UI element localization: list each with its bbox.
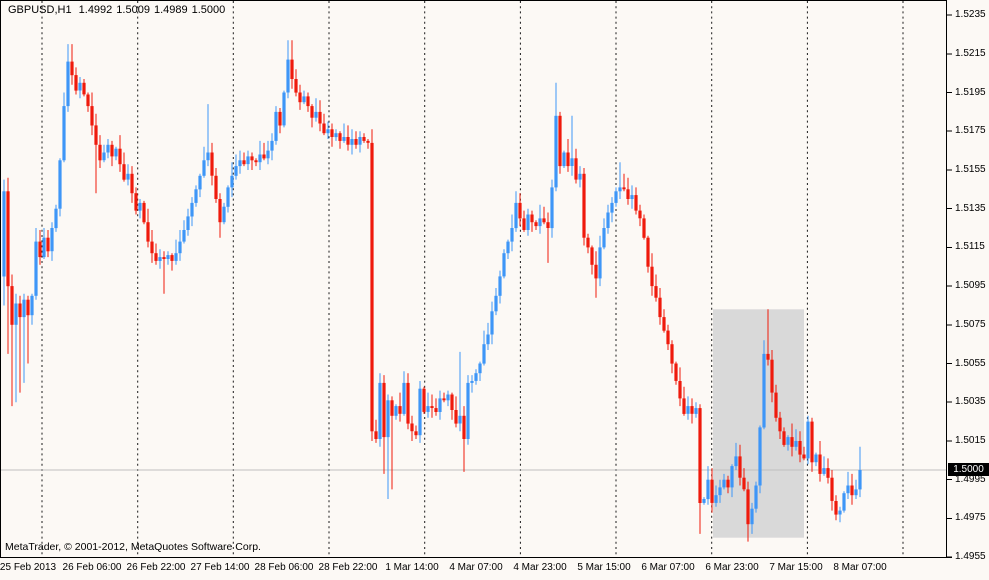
price-label: 1.5035 <box>955 396 986 408</box>
price-label: 1.5015 <box>955 434 986 446</box>
time-label: 4 Mar 23:00 <box>513 562 567 573</box>
time-label: 26 Feb 22:00 <box>126 562 186 573</box>
chart-title: GBPUSD,H1 1.4992 1.5009 1.4989 1.5000 <box>8 4 229 16</box>
time-label: 27 Feb 14:00 <box>190 562 250 573</box>
selection-rectangle[interactable] <box>713 309 804 538</box>
time-label: 7 Mar 15:00 <box>769 562 823 573</box>
price-label: 1.5135 <box>955 202 986 214</box>
time-label: 5 Mar 15:00 <box>577 562 631 573</box>
price-label: 1.5235 <box>955 9 986 21</box>
time-label: 1 Mar 14:00 <box>385 562 439 573</box>
price-label: 1.4995 <box>955 473 986 485</box>
price-label: 1.5115 <box>955 241 985 253</box>
price-axis[interactable]: 1.5235 1.5215 1.5195 1.5175 1.5155 1.5135 1.51… <box>947 0 989 562</box>
price-label: 1.5215 <box>955 47 986 59</box>
quote-close: 1.5000 <box>191 4 226 16</box>
quote-low: 1.4989 <box>153 4 188 16</box>
time-label: 4 Mar 07:00 <box>449 562 503 573</box>
price-label: 1.5095 <box>955 280 986 292</box>
quote-high: 1.5009 <box>116 4 150 16</box>
time-label: 26 Feb 06:00 <box>62 562 122 573</box>
price-label: 1.4975 <box>955 512 986 524</box>
quote-open: 1.4992 <box>78 4 113 16</box>
time-label: 25 Feb 2013 <box>0 562 57 573</box>
price-label: 1.5175 <box>955 125 986 137</box>
time-label: 6 Mar 23:00 <box>705 562 759 573</box>
time-label: 8 Mar 07:00 <box>833 562 887 573</box>
current-price-tag: 1.5000 <box>948 463 989 477</box>
time-label: 28 Feb 22:00 <box>318 562 378 573</box>
time-label: 28 Feb 06:00 <box>254 562 314 573</box>
price-label: 1.5075 <box>955 318 986 330</box>
candles <box>2 40 862 542</box>
price-label: 1.5195 <box>955 86 986 98</box>
symbol-timeframe-label: GBPUSD,H1 <box>8 4 72 16</box>
price-label: 1.5055 <box>955 357 986 369</box>
price-label: 1.4955 <box>955 551 986 563</box>
copyright-text: MetaTrader, © 2001-2012, MetaQuotes Soft… <box>5 541 261 553</box>
price-label: 1.5155 <box>955 163 986 175</box>
time-label: 6 Mar 07:00 <box>641 562 695 573</box>
time-axis[interactable]: 25 Feb 2013 26 Feb 06:00 26 Feb 22:00 27 Fe… <box>0 558 947 580</box>
